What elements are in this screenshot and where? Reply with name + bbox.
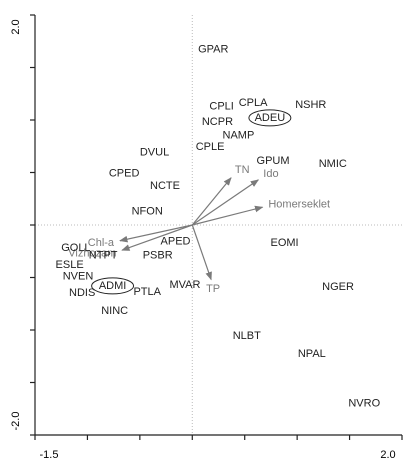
species-label: ADMI <box>99 280 127 292</box>
vector-arrow <box>191 179 260 226</box>
species-label: NCTE <box>150 180 180 192</box>
species-label: GPAR <box>198 44 228 56</box>
vector-arrow <box>121 224 193 251</box>
species-label: CPLA <box>239 97 268 109</box>
species-label: APED <box>161 236 191 248</box>
vector-label: Homerseklet <box>268 199 330 211</box>
species-label: NDIS <box>69 287 95 299</box>
species-label: DVUL <box>140 146 169 158</box>
species-label: NAMP <box>223 130 255 142</box>
species-label: CPLI <box>209 100 233 112</box>
species-label: GPUM <box>257 155 290 167</box>
species-label: ESLE <box>56 259 84 271</box>
species-label: NSHR <box>295 99 326 111</box>
species-label: NGER <box>322 281 354 293</box>
vector-arrow <box>192 205 264 226</box>
vector-arrow <box>119 224 193 243</box>
species-label: EOMI <box>270 237 298 249</box>
species-label: ADEU <box>255 112 286 124</box>
species-label: NMIC <box>319 158 347 170</box>
species-label: NCPR <box>202 116 233 128</box>
x-tick-label: -1.5 <box>40 449 59 461</box>
species-label: NFON <box>132 205 163 217</box>
species-label: GOLL <box>61 242 90 254</box>
y-tick-label: 2.0 <box>10 19 22 34</box>
species-label: MVAR <box>169 279 200 291</box>
species-label: NPAL <box>298 348 326 360</box>
vector-label: TP <box>206 283 220 295</box>
species-label: CPED <box>109 167 140 179</box>
x-tick-label: 2.0 <box>380 449 395 461</box>
vector-arrow <box>191 177 232 226</box>
highlight-ellipse <box>248 109 292 127</box>
highlight-ellipse <box>91 277 135 295</box>
species-label: NVEN <box>63 270 94 282</box>
species-label: NTPT <box>89 249 118 261</box>
vector-label: Ido <box>263 168 278 180</box>
species-label: NVRO <box>348 397 380 409</box>
vector-arrow <box>191 224 212 281</box>
species-label: NLBT <box>233 330 261 342</box>
species-label: PSBR <box>143 249 173 261</box>
y-tick-label: -2.0 <box>10 412 22 431</box>
species-label: CPLE <box>196 141 225 153</box>
vector-label: TN <box>235 164 250 176</box>
vector-label: Vizhozam <box>68 247 116 259</box>
species-label: PTLA <box>133 286 161 298</box>
vector-label: Chl-a <box>88 237 115 249</box>
species-label: NINC <box>101 305 128 317</box>
